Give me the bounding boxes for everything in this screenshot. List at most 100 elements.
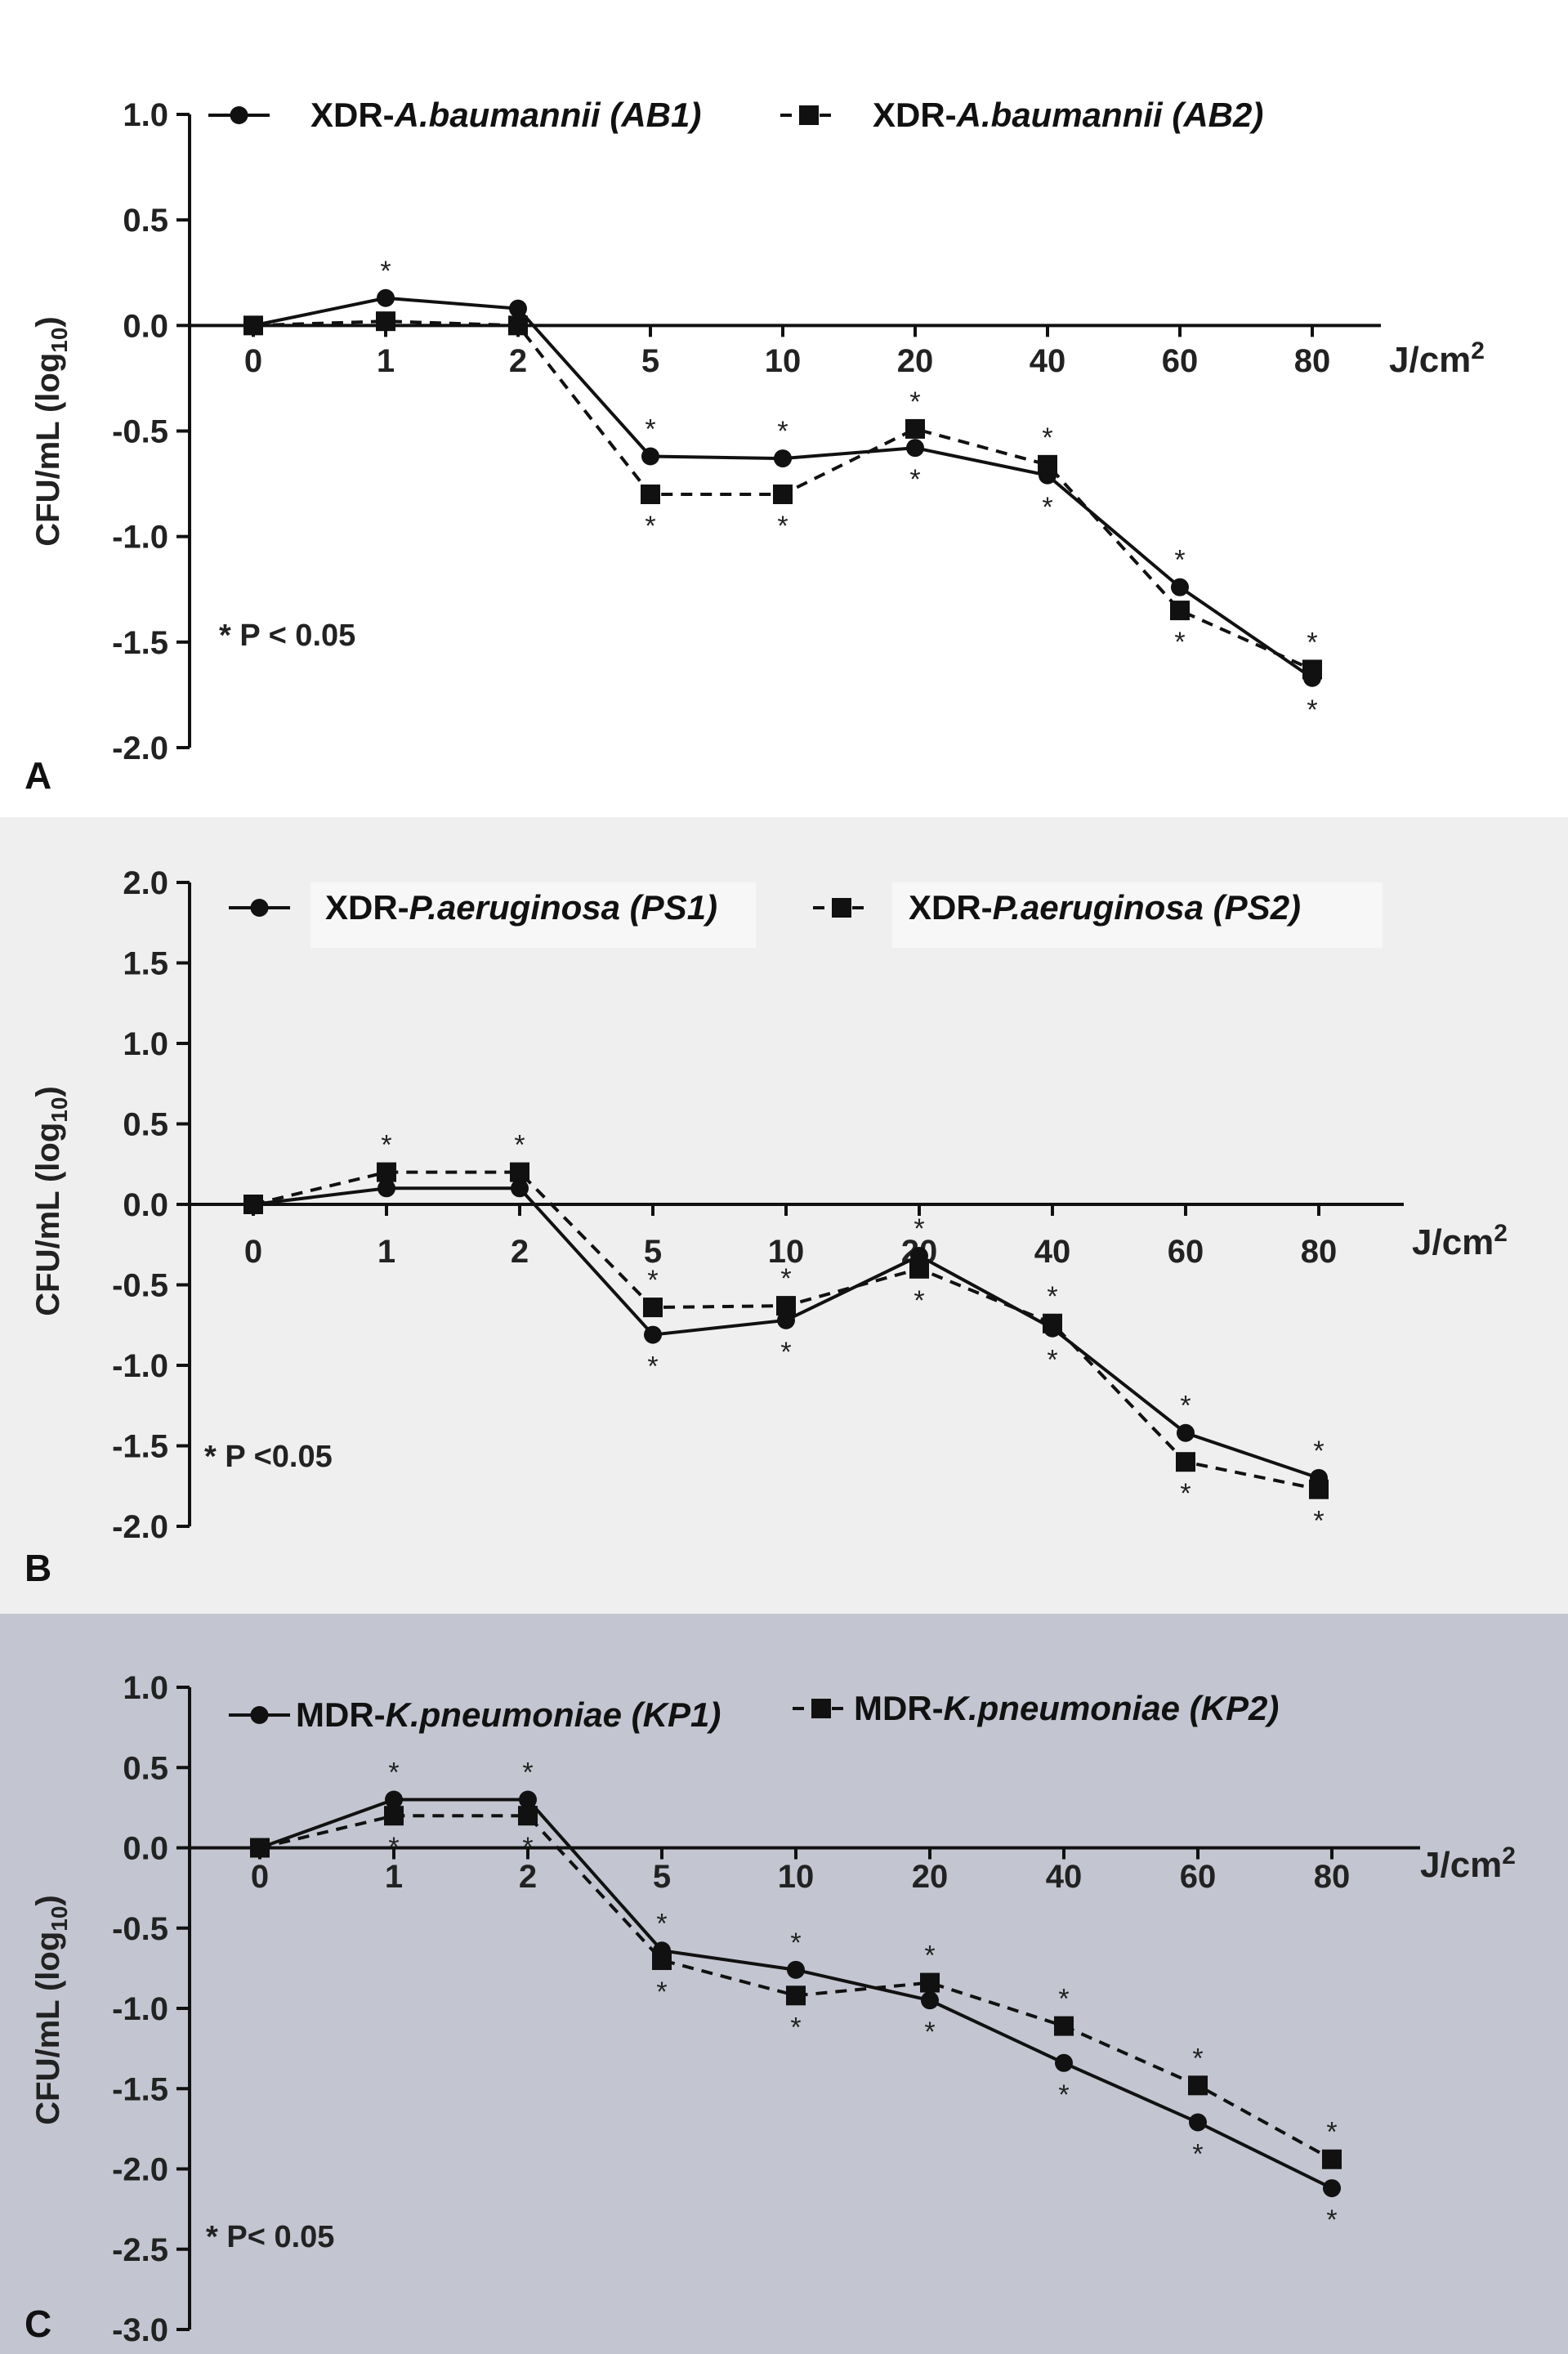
- significance-star-c-s2: *: [1192, 2043, 1203, 2074]
- panel-letter-b: B: [25, 1547, 51, 1589]
- significance-star-c-s2: *: [656, 1977, 667, 2008]
- significance-star-a-s2: *: [1174, 627, 1185, 658]
- x-tick-label-a: 1: [377, 343, 395, 379]
- y-tick-label-b: 0.0: [123, 1187, 168, 1223]
- legend-label-italic-a-s2: A.baumannii (AB2): [956, 96, 1264, 134]
- data-point-b-s2: [1176, 1452, 1195, 1472]
- significance-star-c-s2: *: [388, 1832, 399, 1863]
- data-point-a-s2: [508, 315, 528, 336]
- x-tick-label-a: 2: [509, 343, 527, 379]
- y-tick-label-c: -2.5: [112, 2232, 168, 2268]
- data-point-a-s1: [509, 299, 527, 318]
- data-point-b-s2: [776, 1296, 796, 1316]
- data-point-b-s2: [377, 1162, 396, 1182]
- chart-b-svg: 2.01.51.00.50.0-0.5-1.0-1.5-2.0012510204…: [25, 865, 1508, 1589]
- y-tick-label-c: 0.0: [123, 1831, 168, 1867]
- data-point-b-s1: [1177, 1423, 1195, 1442]
- series-line-c-s2: [259, 1814, 1333, 2161]
- significance-star-a-s1: *: [1042, 492, 1052, 523]
- legend-marker-b-s2: [832, 898, 851, 918]
- x-tick-label-b: 0: [244, 1234, 262, 1270]
- data-point-a-s1: [774, 449, 792, 468]
- data-point-c-s1: [787, 1960, 805, 1979]
- data-point-a-s2: [905, 418, 925, 439]
- legend-label-b-s1: XDR-P.aeruginosa (PS1): [325, 888, 717, 927]
- significance-star-b-s2: *: [914, 1285, 924, 1316]
- data-point-a-s2: [1038, 454, 1057, 475]
- data-point-b-s2: [510, 1162, 529, 1182]
- data-point-a-s1: [377, 288, 395, 307]
- data-point-c-s2: [786, 1985, 806, 2006]
- y-axis-label-end-c: ): [30, 1895, 66, 1905]
- significance-star-a-s1: *: [1174, 545, 1185, 576]
- chart-panel-c: 1.0 0.5 0.0 -0.5 -1.0 -1.5 -2.0 -2.5 -3.0 0 1 2 5 10 2…: [0, 1614, 1568, 2354]
- x-tick-label-a: 0: [244, 343, 262, 379]
- data-point-b-s1: [777, 1311, 795, 1329]
- legend-label-italic-c-s1: K.pneumoniae (KP1): [386, 1695, 721, 1734]
- y-tick-label-c: -2.0: [112, 2152, 168, 2188]
- legend-marker-b-s1: [250, 899, 269, 917]
- significance-star-c-s2: *: [1058, 1984, 1069, 2015]
- x-tick-label-b: 60: [1168, 1234, 1204, 1270]
- chart-panel-b: 2.01.51.00.50.0-0.5-1.0-1.5-2.0012510204…: [0, 817, 1568, 1614]
- significance-star-b-s1: *: [914, 1213, 924, 1244]
- x-unit-superscript-c: 2: [1502, 1843, 1516, 1869]
- significance-star-b-s1: *: [780, 1337, 791, 1368]
- legend-marker-a-s1: [230, 106, 248, 124]
- y-tick-label-b: -1.0: [112, 1348, 168, 1384]
- y-tick-label-c: -3.0: [112, 2312, 168, 2348]
- x-tick-label-b: 1: [377, 1234, 395, 1270]
- legend-label-b-s2: XDR-P.aeruginosa (PS2): [909, 888, 1301, 927]
- y-tick-label-b: 1.0: [123, 1026, 168, 1062]
- data-point-a-s2: [1302, 659, 1322, 680]
- data-point-a-s1: [1171, 578, 1189, 596]
- data-point-a-s2: [243, 315, 263, 336]
- data-point-c-s1: [1055, 2053, 1073, 2072]
- x-tick-label-a: 10: [765, 343, 802, 379]
- x-tick-label-b: 10: [768, 1234, 805, 1270]
- legend-box-b-2: [892, 882, 1383, 948]
- x-tick-label-a: 5: [641, 343, 659, 379]
- significance-star-b-s2: *: [647, 1265, 658, 1296]
- significance-star-c-s2: *: [522, 1832, 533, 1863]
- significance-star-a-s1: *: [645, 414, 655, 445]
- data-point-a-s2: [641, 485, 660, 504]
- y-axis-label-end-a: ): [30, 316, 66, 327]
- y-tick-label-c: -1.5: [112, 2071, 168, 2107]
- significance-star-a-s1: *: [1307, 695, 1317, 726]
- significance-star-b-s2: *: [514, 1130, 525, 1161]
- x-tick-label-a: 80: [1294, 343, 1331, 379]
- significance-star-b-s2: *: [1313, 1506, 1324, 1537]
- legend-marker-c-s1: [250, 1706, 269, 1724]
- significance-star-b-s2: *: [1180, 1478, 1191, 1509]
- x-tick-label-c: 5: [653, 1859, 671, 1895]
- data-point-b-s2: [1043, 1313, 1062, 1333]
- pvalue-note-c: * P< 0.05: [206, 2220, 334, 2254]
- x-tick-label-b: 40: [1034, 1234, 1071, 1270]
- panel-letter-a: A: [25, 754, 51, 797]
- significance-star-a-s2: *: [645, 511, 655, 542]
- legend-marker-a-s2: [799, 105, 819, 125]
- data-point-b-s1: [644, 1325, 662, 1344]
- significance-star-c-s1: *: [790, 1927, 801, 1959]
- data-point-c-s2: [1054, 2016, 1074, 2036]
- data-point-c-s2: [1322, 2149, 1342, 2169]
- legend-box-a-1: [290, 90, 798, 155]
- significance-star-c-s1: *: [1326, 2204, 1337, 2236]
- data-point-c-s2: [920, 1972, 940, 1993]
- significance-star-a-s2: *: [777, 511, 788, 542]
- data-point-c-s2: [1188, 2075, 1208, 2096]
- significance-star-a-s2: *: [909, 386, 920, 418]
- x-tick-label-c: 40: [1046, 1859, 1083, 1895]
- data-point-a-s2: [773, 485, 793, 504]
- x-tick-label-c: 20: [912, 1859, 949, 1895]
- y-tick-label-a: 0.5: [123, 203, 168, 239]
- y-tick-label-c: 0.5: [123, 1750, 168, 1786]
- x-tick-label-a: 20: [897, 343, 934, 379]
- significance-star-c-s2: *: [790, 2012, 801, 2043]
- y-axis-label-subscript-c: 10: [47, 1906, 72, 1932]
- significance-star-b-s1: *: [1313, 1436, 1324, 1467]
- y-axis-label-c: CFU/mL (log10): [30, 1895, 72, 2125]
- x-tick-label-a: 40: [1030, 343, 1066, 379]
- significance-star-a-s1: *: [777, 416, 788, 447]
